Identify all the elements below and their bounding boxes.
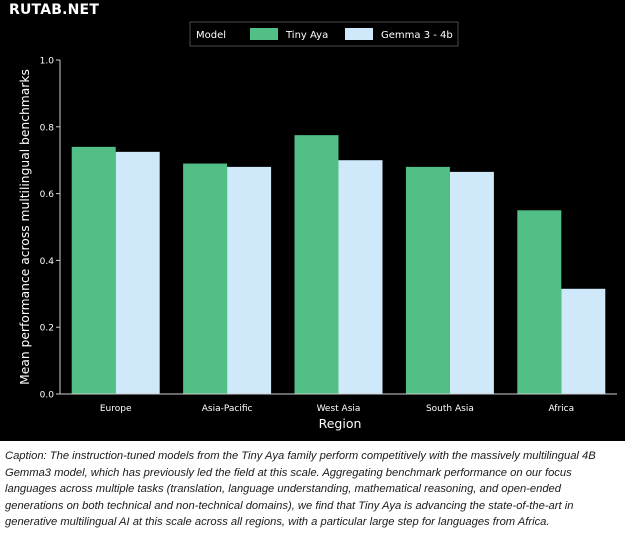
y-tick-label: 1.0 xyxy=(40,57,55,67)
bar-tiny-aya-south-asia xyxy=(405,166,450,394)
x-tick-label: South Asia xyxy=(426,404,474,414)
bars xyxy=(71,135,606,394)
bar-tiny-aya-europe xyxy=(71,146,116,394)
y-axis: 0.0 0.2 0.4 0.6 0.8 1.0 xyxy=(40,57,61,401)
y-axis-label: Mean performance across multilingual ben… xyxy=(18,69,32,385)
x-tick-label: Asia-Pacific xyxy=(202,404,253,414)
y-tick-label: 0.2 xyxy=(40,324,54,334)
bar-chart: 0.0 0.2 0.4 0.6 0.8 1.0 Europe Asia-Pacific Wes… xyxy=(18,21,617,431)
bar-gemma-3-4b-south-asia xyxy=(449,171,494,394)
bar-tiny-aya-africa xyxy=(517,210,562,394)
bar-gemma-3-4b-europe xyxy=(115,151,160,394)
legend-title: Model xyxy=(196,30,226,41)
x-tick-label: West Asia xyxy=(317,404,361,414)
caption: Caption: The instruction-tuned models fr… xyxy=(5,450,596,529)
bar-gemma-3-4b-africa xyxy=(561,288,606,394)
legend-label: Tiny Aya xyxy=(285,30,328,41)
legend-frame xyxy=(189,21,459,47)
watermark: RUTAB.NET xyxy=(0,0,106,20)
bar-gemma-3-4b-west-asia xyxy=(338,160,383,394)
y-tick-label: 0.8 xyxy=(40,123,55,133)
legend-swatch xyxy=(345,28,373,40)
legend-label: Gemma 3 - 4b xyxy=(381,30,453,41)
x-tick-label: Africa xyxy=(548,404,574,414)
x-axis: Europe Asia-Pacific West Asia South Asia Afr… xyxy=(60,393,617,414)
watermark-text: RUTAB.NET xyxy=(9,2,100,18)
y-tick-label: 0.6 xyxy=(40,190,55,200)
bar-tiny-aya-asia-pacific xyxy=(183,163,228,394)
bar-tiny-aya-west-asia xyxy=(294,135,339,394)
x-tick-label: Europe xyxy=(100,404,132,414)
legend: Model Tiny Aya Gemma 3 - 4b xyxy=(189,21,459,47)
y-tick-label: 0.0 xyxy=(40,391,55,401)
legend-swatch xyxy=(250,28,278,40)
bar-gemma-3-4b-asia-pacific xyxy=(227,166,272,394)
x-axis-label: Region xyxy=(319,416,362,431)
y-tick-label: 0.4 xyxy=(40,257,55,267)
